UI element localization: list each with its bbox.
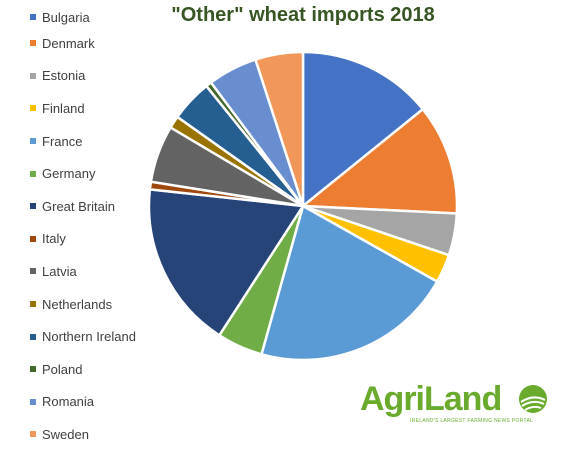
legend-label: Sweden <box>42 426 89 442</box>
legend-item: Great Britain <box>30 190 160 223</box>
legend-swatch <box>30 333 36 340</box>
pie-slice-bulgaria <box>301 50 425 209</box>
pie-slice-denmark <box>299 107 459 215</box>
legend-label: Finland <box>42 100 85 116</box>
legend-item: Latvia <box>30 255 160 288</box>
chart-title: "Other" wheat imports 2018 <box>171 4 435 26</box>
pie-slice-france <box>259 204 439 362</box>
legend-item: France <box>30 125 160 158</box>
pie-slice-great-britain <box>147 187 306 338</box>
legend-item: Germany <box>30 157 160 190</box>
legend-label: Great Britain <box>42 198 115 214</box>
legend-label: Italy <box>42 231 66 247</box>
legend-label: Estonia <box>42 68 86 84</box>
legend-item: Northern Ireland <box>30 320 160 353</box>
logo-wordmark: AgriLand <box>360 382 560 416</box>
legend-item: Bulgaria <box>30 7 160 27</box>
legend-item: Poland <box>30 353 160 386</box>
legend-swatch <box>30 14 36 20</box>
field-icon <box>519 385 547 413</box>
legend-label: France <box>42 133 83 149</box>
legend-item: Netherlands <box>30 288 160 321</box>
legend-swatch <box>30 40 36 47</box>
legend-item: Italy <box>30 223 160 256</box>
logo-name: AgriLand <box>360 380 502 418</box>
legend-item: Estonia <box>30 60 160 93</box>
legend-swatch <box>30 203 36 210</box>
legend-label: Romania <box>42 394 95 410</box>
legend-label: Netherlands <box>42 296 113 312</box>
legend-swatch <box>30 366 36 373</box>
legend-swatch <box>30 235 36 242</box>
legend-item: Sweden <box>30 418 160 451</box>
pie-slice-sweden <box>253 50 305 207</box>
legend-swatch <box>30 301 36 308</box>
legend-swatch <box>30 268 36 275</box>
legend-swatch <box>30 170 36 177</box>
legend-label: Latvia <box>42 263 77 279</box>
legend-swatch <box>30 431 36 438</box>
logo-tagline: IRELAND'S LARGEST FARMING NEWS PORTAL <box>410 418 534 424</box>
chart-legend: Bulgaria Denmark Estonia Finland France Germa… <box>30 7 160 451</box>
legend-swatch <box>30 398 36 405</box>
legend-item: Denmark <box>30 27 160 60</box>
agriland-logo: AgriLand IRELAND'S LARGEST FARMING NEWS … <box>360 382 560 430</box>
legend-label: Bulgaria <box>42 9 90 25</box>
legend-swatch <box>30 105 36 112</box>
legend-item: Finland <box>30 92 160 125</box>
legend-item: Romania <box>30 386 160 419</box>
legend-swatch <box>30 72 36 79</box>
legend-swatch <box>30 138 36 145</box>
legend-label: Germany <box>42 166 96 182</box>
legend-label: Northern Ireland <box>42 329 136 345</box>
legend-label: Poland <box>42 361 83 377</box>
legend-label: Denmark <box>42 35 95 51</box>
